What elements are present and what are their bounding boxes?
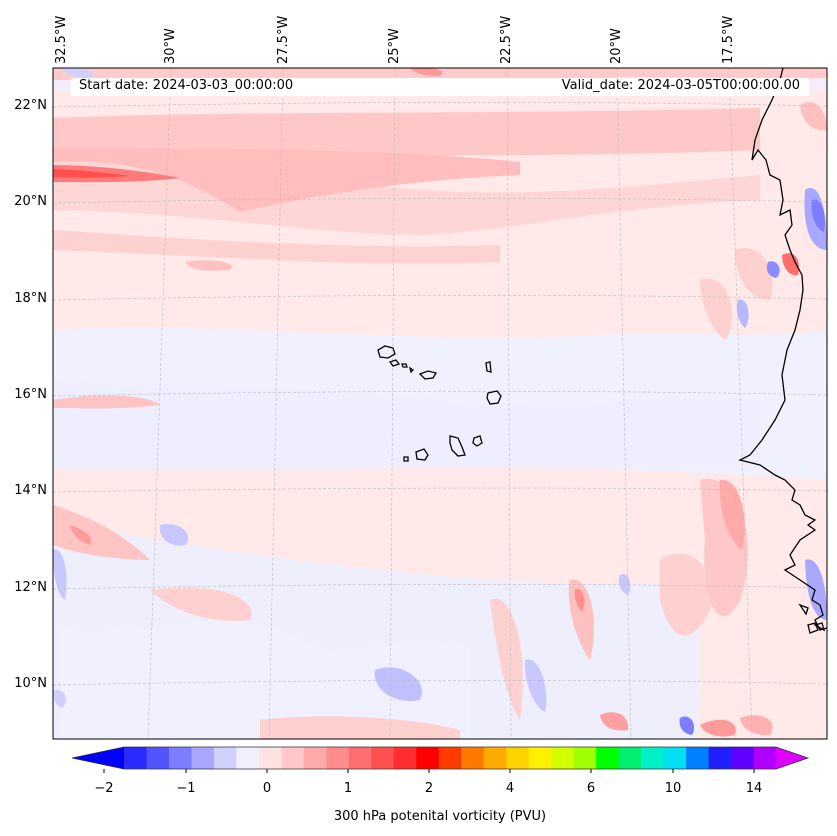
colorbar-segment (618, 747, 642, 769)
colorbar-extend-min (72, 747, 124, 769)
colorbar-segment (731, 747, 755, 769)
colorbar-segment (303, 747, 327, 769)
colorbar-segment (596, 747, 620, 769)
colorbar-tick-label: 2 (424, 781, 434, 796)
pv-field (53, 68, 827, 739)
valid-date-label: Valid_date: 2024-03-05T00:00:00.00 (561, 78, 800, 93)
colorbar-extend-max (776, 747, 808, 769)
colorbar-segment (506, 747, 530, 769)
colorbar-segment (438, 747, 462, 769)
lat-label-10n: 10°N (14, 676, 47, 691)
colorbar-tick-label: −1 (176, 781, 196, 796)
map-frame (52, 67, 828, 740)
colorbar-segment (124, 747, 148, 769)
colorbar-segment (641, 747, 665, 769)
colorbar-outline (71, 746, 810, 770)
colorbar-segment (281, 747, 305, 769)
colorbar-tick-label: 10 (664, 781, 682, 796)
colorbar (71, 746, 810, 773)
lat-label-14n: 14°N (14, 483, 47, 498)
lat-label-12n: 12°N (14, 580, 47, 595)
colorbar-segment (371, 747, 395, 769)
colorbar-tick-label: 4 (505, 781, 515, 796)
colorbar-segment (236, 747, 260, 769)
colorbar-segment (461, 747, 485, 769)
colorbar-segment (416, 747, 440, 769)
colorbar-segment (686, 747, 710, 769)
lat-label-16n: 16°N (14, 387, 47, 402)
colorbar-segment (213, 747, 238, 769)
colorbar-segment (663, 747, 687, 769)
colorbar-segment (168, 747, 193, 769)
colorbar-segment (483, 747, 507, 769)
colorbar-segment (528, 747, 552, 769)
colorbar-segment (326, 747, 350, 769)
coastline (377, 68, 827, 634)
colorbar-tick-label: 1 (343, 781, 353, 796)
colorbar-title: 300 hPa potenital vorticity (PVU) (333, 809, 547, 824)
lat-label-22n: 22°N (14, 98, 47, 113)
start-date-label: Start date: 2024-03-03_00:00:00 (79, 78, 294, 93)
colorbar-segment (348, 747, 372, 769)
colorbar-tick-label: 14 (745, 781, 763, 796)
colorbar-tick-label: 0 (262, 781, 272, 796)
colorbar-tick-label: 6 (586, 781, 596, 796)
colorbar-segment (146, 747, 170, 769)
colorbar-segment (258, 747, 282, 769)
graticule (53, 68, 827, 739)
colorbar-segment (191, 747, 215, 769)
colorbar-segment (708, 747, 732, 769)
lat-label-18n: 18°N (14, 291, 47, 306)
colorbar-tick-label: −2 (94, 781, 114, 796)
date-banner (71, 78, 809, 96)
lat-label-20n: 20°N (14, 194, 47, 209)
colorbar-segment (753, 747, 777, 769)
colorbar-segment (551, 747, 575, 769)
colorbar-segment (393, 747, 417, 769)
colorbar-segment (573, 747, 597, 769)
